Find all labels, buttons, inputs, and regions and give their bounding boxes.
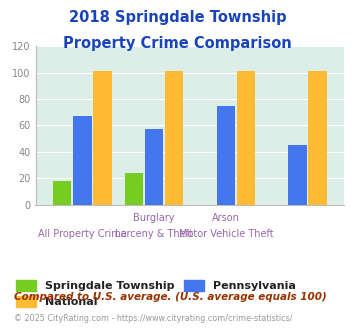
Text: Burglary: Burglary <box>133 213 175 223</box>
Legend: Springdale Township, National, Pennsylvania: Springdale Township, National, Pennsylva… <box>16 280 295 307</box>
Bar <box>217 106 235 205</box>
Text: Arson: Arson <box>212 213 240 223</box>
Text: Compared to U.S. average. (U.S. average equals 100): Compared to U.S. average. (U.S. average … <box>14 292 327 302</box>
Bar <box>308 71 327 205</box>
Bar <box>125 173 143 205</box>
Text: All Property Crime: All Property Crime <box>38 229 127 239</box>
Bar <box>165 71 184 205</box>
Bar <box>73 116 92 205</box>
Text: Larceny & Theft: Larceny & Theft <box>115 229 193 239</box>
Text: Property Crime Comparison: Property Crime Comparison <box>63 36 292 51</box>
Bar <box>93 71 111 205</box>
Text: © 2025 CityRating.com - https://www.cityrating.com/crime-statistics/: © 2025 CityRating.com - https://www.city… <box>14 314 293 323</box>
Bar <box>53 181 71 205</box>
Text: 2018 Springdale Township: 2018 Springdale Township <box>69 10 286 25</box>
Bar <box>237 71 255 205</box>
Text: Motor Vehicle Theft: Motor Vehicle Theft <box>179 229 273 239</box>
Bar <box>288 145 307 205</box>
Bar <box>145 129 163 205</box>
